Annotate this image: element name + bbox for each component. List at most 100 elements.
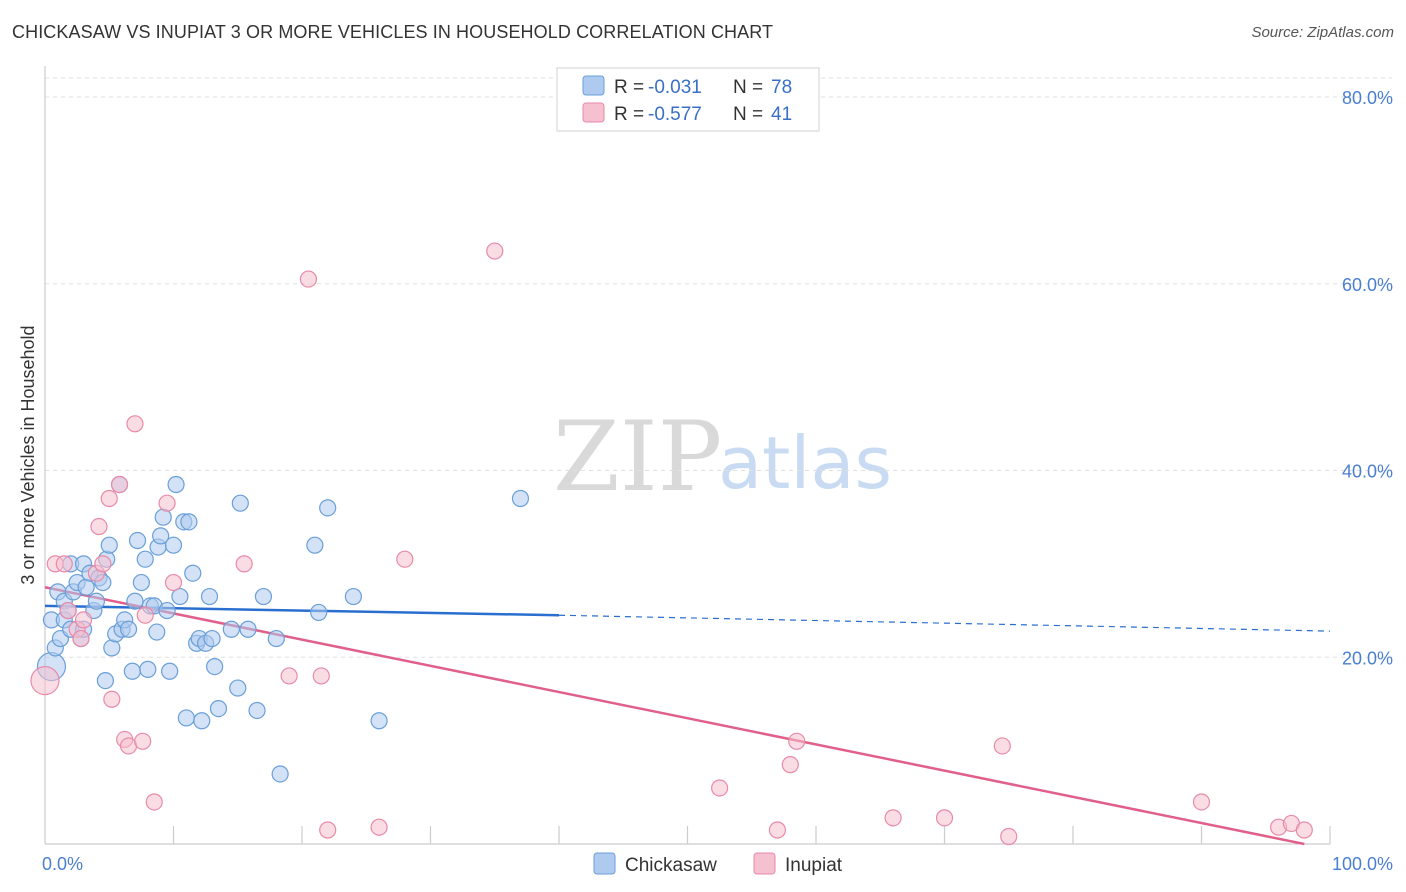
inupiat-point-15 <box>126 415 144 433</box>
inupiat-point-37 <box>1192 793 1211 811</box>
y-tick-labels: 80.0% 60.0% 40.0% 20.0% <box>1342 88 1393 668</box>
chickasaw-point-42 <box>158 601 176 620</box>
chickasaw-point-34 <box>136 550 154 568</box>
inupiat-point-8 <box>94 555 112 573</box>
chickasaw-point-57 <box>206 657 224 676</box>
inupiat-point-36 <box>993 737 1011 755</box>
inupiat-point-35 <box>1000 827 1018 846</box>
legend-n-label-1: N = <box>733 77 763 98</box>
chickasaw-point-35 <box>139 660 157 678</box>
y-tick-label-3: 20.0% <box>1342 648 1393 668</box>
source-label: Source: ZipAtlas.com <box>1251 24 1394 41</box>
inupiat-point-16 <box>134 732 152 750</box>
inupiat-point-0 <box>30 665 60 696</box>
chickasaw-point-64 <box>254 587 273 606</box>
chickasaw-point-53 <box>193 712 211 730</box>
chickasaw-point-56 <box>203 629 221 648</box>
chickasaw-point-31 <box>126 592 144 610</box>
inupiat-point-31 <box>781 756 799 774</box>
chickasaw-point-71 <box>370 712 388 730</box>
chart-title: CHICKASAW VS INUPIAT 3 OR MORE VEHICLES … <box>12 22 774 42</box>
chickasaw-point-50 <box>184 564 202 582</box>
chickasaw-point-18 <box>87 592 106 610</box>
inupiat-point-11 <box>103 690 121 708</box>
inupiat-point-28 <box>486 242 504 260</box>
legend-swatch-chickasaw <box>582 75 605 96</box>
y-axis-label: 3 or more Vehicles in Household <box>18 325 38 584</box>
inupiat-point-2 <box>55 555 73 573</box>
chickasaw-point-33 <box>132 573 150 592</box>
chickasaw-point-60 <box>229 679 247 697</box>
bottom-legend-inupiat: Inupiat <box>785 855 843 876</box>
chickasaw-point-23 <box>100 536 118 554</box>
x-tick-label-0: 0.0% <box>42 854 83 874</box>
chickasaw-point-29 <box>119 620 138 638</box>
inupiat-point-23 <box>299 270 318 288</box>
chickasaw-point-70 <box>344 587 362 606</box>
inupiat-point-22 <box>280 667 298 685</box>
inupiat-point-9 <box>90 517 108 536</box>
chickasaw-point-65 <box>267 629 285 648</box>
chickasaw-trend-line-extension <box>558 614 1331 632</box>
data-points <box>30 242 1313 846</box>
inupiat-point-20 <box>164 573 183 592</box>
chickasaw-point-46 <box>171 587 189 606</box>
inupiat-point-17 <box>136 606 154 624</box>
legend-swatch-inupiat <box>582 102 605 123</box>
x-tick-label-1: 100.0% <box>1332 854 1393 874</box>
inupiat-point-27 <box>396 550 414 568</box>
y-tick-label-0: 80.0% <box>1342 88 1393 108</box>
chickasaw-point-55 <box>200 587 219 606</box>
inupiat-point-33 <box>884 809 902 827</box>
chickasaw-point-44 <box>164 536 183 554</box>
chickasaw-point-40 <box>152 527 170 545</box>
axes <box>44 66 1331 845</box>
inupiat-point-32 <box>788 732 806 750</box>
chickasaw-point-38 <box>148 623 166 641</box>
chickasaw-point-48 <box>177 709 195 727</box>
inupiat-point-29 <box>711 779 729 797</box>
series-legend: Chickasaw Inupiat <box>593 852 843 876</box>
chickasaw-point-49 <box>180 513 198 531</box>
watermark-zip: ZIP <box>553 401 722 513</box>
chickasaw-point-45 <box>167 475 185 494</box>
inupiat-point-10 <box>100 489 118 508</box>
y-tick-label-1: 60.0% <box>1342 275 1393 295</box>
legend-n-value-1: 78 <box>771 77 792 98</box>
chickasaw-point-67 <box>306 536 324 554</box>
chickasaw-point-32 <box>128 531 147 550</box>
inupiat-point-6 <box>74 611 93 629</box>
chickasaw-point-43 <box>161 662 179 680</box>
legend-r-label-1: R = <box>614 77 644 98</box>
bottom-legend-chickasaw: Chickasaw <box>625 855 717 876</box>
bottom-legend-swatch-chickasaw <box>593 852 616 875</box>
chickasaw-point-72 <box>511 489 530 508</box>
inupiat-point-34 <box>935 809 954 827</box>
watermark-atlas: atlas <box>718 421 892 505</box>
inupiat-point-26 <box>370 818 388 836</box>
chickasaw-point-21 <box>96 671 114 690</box>
legend-n-value-2: 41 <box>771 104 792 125</box>
chickasaw-point-68 <box>310 603 328 622</box>
inupiat-point-24 <box>312 667 330 685</box>
inupiat-point-12 <box>110 475 129 494</box>
inupiat-point-18 <box>145 793 163 811</box>
legend-r-value-2: -0.577 <box>648 104 702 125</box>
inupiat-point-40 <box>1295 821 1313 839</box>
y-tick-label-2: 40.0% <box>1342 462 1393 482</box>
bottom-legend-swatch-inupiat <box>753 852 776 875</box>
chickasaw-point-58 <box>209 700 228 718</box>
chickasaw-point-69 <box>319 499 337 517</box>
chickasaw-point-61 <box>231 494 249 512</box>
chickasaw-point-66 <box>271 765 289 783</box>
chickasaw-point-59 <box>222 620 240 638</box>
chickasaw-point-62 <box>239 620 257 638</box>
legend-r-label-2: R = <box>614 104 644 125</box>
inupiat-point-3 <box>59 601 77 620</box>
chickasaw-point-30 <box>123 662 141 680</box>
legend-n-label-2: N = <box>733 104 763 125</box>
inupiat-point-5 <box>72 629 90 648</box>
x-tick-labels: 0.0% 100.0% <box>42 854 1393 874</box>
inupiat-point-25 <box>319 821 337 839</box>
